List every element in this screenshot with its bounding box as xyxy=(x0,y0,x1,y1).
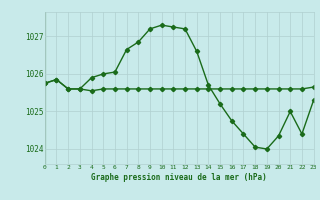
X-axis label: Graphe pression niveau de la mer (hPa): Graphe pression niveau de la mer (hPa) xyxy=(91,173,267,182)
